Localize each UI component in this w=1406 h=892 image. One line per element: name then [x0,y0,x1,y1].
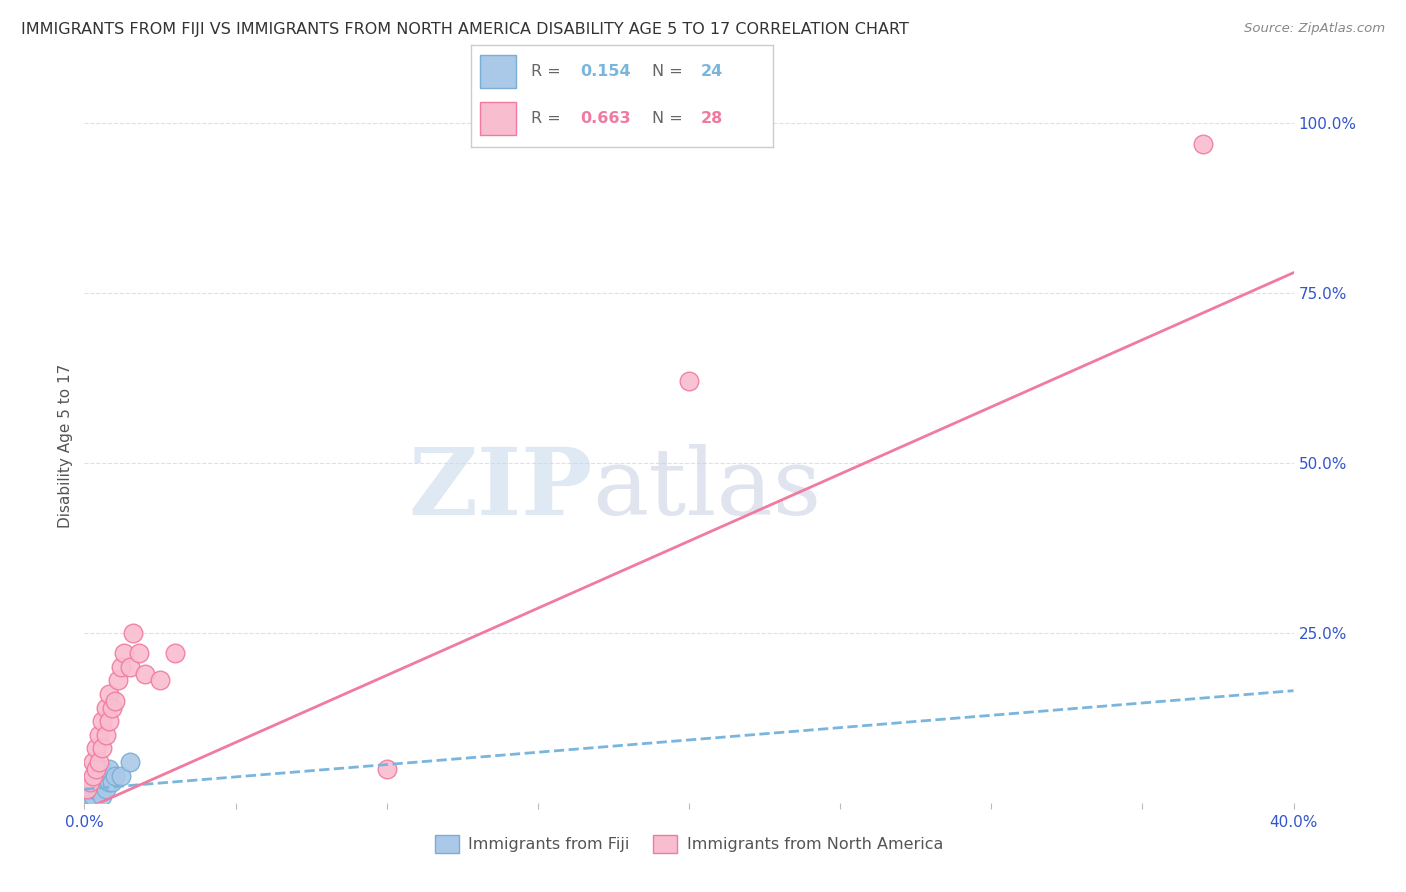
Point [107,673,129,688]
FancyBboxPatch shape [479,102,516,135]
Point [79,782,101,797]
Point [678,375,700,389]
Point [89,728,111,742]
Point [134,666,156,681]
Point [91,714,114,729]
Text: IMMIGRANTS FROM FIJI VS IMMIGRANTS FROM NORTH AMERICA DISABILITY AGE 5 TO 17 COR: IMMIGRANTS FROM FIJI VS IMMIGRANTS FROM … [21,22,908,37]
Legend: Immigrants from Fiji, Immigrants from North America: Immigrants from Fiji, Immigrants from No… [429,829,949,859]
Point [94,782,117,797]
Point [104,694,127,708]
Point [89,782,111,797]
Point [112,646,135,660]
Point [89,755,111,769]
Point [76,789,98,803]
Point [86,762,108,776]
Point [86,769,108,783]
Point [91,741,114,756]
Point [97,762,120,776]
Point [1192,136,1215,151]
Text: ZIP: ZIP [408,444,592,533]
Point [82,769,104,783]
Point [97,687,120,701]
Point [82,789,104,803]
Point [82,755,104,769]
Point [97,714,120,729]
Point [149,673,172,688]
Text: 0.663: 0.663 [579,111,630,126]
Text: atlas: atlas [592,444,821,533]
Text: Source: ZipAtlas.com: Source: ZipAtlas.com [1244,22,1385,36]
Text: 0.154: 0.154 [579,63,630,78]
Point [94,700,117,714]
Y-axis label: Disability Age 5 to 17: Disability Age 5 to 17 [58,364,73,528]
Point [79,782,101,797]
Text: R =: R = [531,63,567,78]
Point [110,769,132,783]
Point [86,775,108,789]
Point [82,775,104,789]
Point [91,762,114,776]
Point [91,775,114,789]
Point [97,775,120,789]
Point [100,700,122,714]
Point [94,728,117,742]
Text: 24: 24 [700,63,723,78]
Point [86,741,108,756]
Point [79,775,101,789]
Point [89,769,111,783]
Point [375,762,398,776]
Point [94,769,117,783]
Point [121,626,143,640]
Text: N =: N = [652,63,689,78]
Point [118,660,141,674]
Point [79,789,101,803]
Text: R =: R = [531,111,567,126]
Point [128,646,150,660]
Point [91,789,114,803]
Point [118,755,141,769]
Point [89,775,111,789]
Point [165,646,187,660]
Point [76,782,98,797]
Text: 28: 28 [700,111,723,126]
Text: N =: N = [652,111,689,126]
Point [110,660,132,674]
Point [82,782,104,797]
FancyBboxPatch shape [479,55,516,87]
Point [86,782,108,797]
Point [104,769,127,783]
Point [100,775,122,789]
